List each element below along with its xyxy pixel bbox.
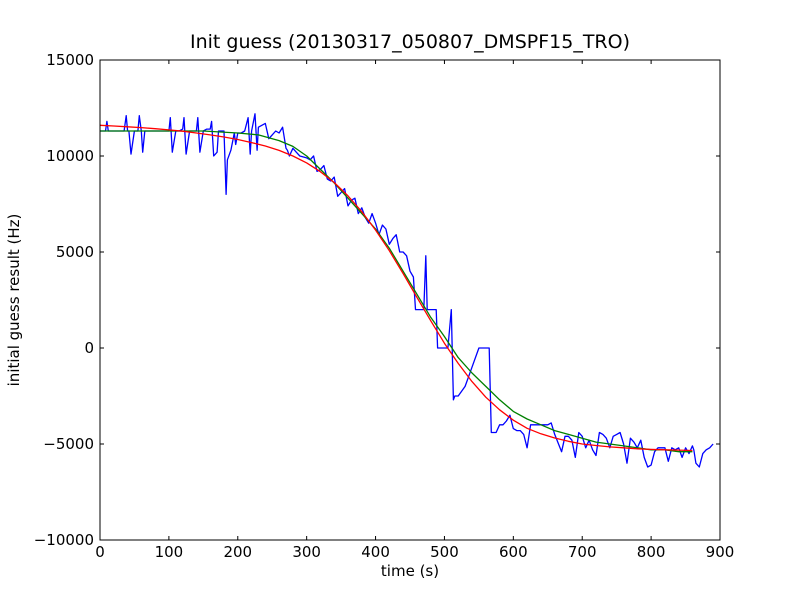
x-tick-label: 0 [95,543,105,561]
y-tick-label: −5000 [43,435,94,453]
x-tick-label: 500 [430,543,459,561]
x-tick-label: 200 [223,543,252,561]
chart-title: Init guess (20130317_050807_DMSPF15_TRO) [190,31,630,53]
x-tick-label: 700 [568,543,597,561]
x-tick-label: 600 [499,543,528,561]
x-tick-label: 300 [292,543,321,561]
x-axis-label: time (s) [381,562,439,580]
y-tick-label: 15000 [46,51,94,69]
x-tick-label: 400 [361,543,390,561]
x-axis: 0 100 200 300 400 500 600 700 800 900 [95,60,734,561]
y-tick-label: 5000 [56,243,94,261]
x-tick-label: 800 [637,543,666,561]
y-tick-label: 0 [84,339,94,357]
x-tick-label: 100 [155,543,184,561]
x-tick-label: 900 [706,543,735,561]
y-tick-label: 10000 [46,147,94,165]
series-group [99,113,714,468]
series-line-2 [100,130,693,453]
y-axis: −10000 −5000 0 5000 10000 15000 [34,51,720,549]
y-tick-label: −10000 [34,531,94,549]
y-axis-label: initial guess result (Hz) [5,214,23,387]
plot-frame [99,59,721,541]
series-line-3 [99,124,693,452]
